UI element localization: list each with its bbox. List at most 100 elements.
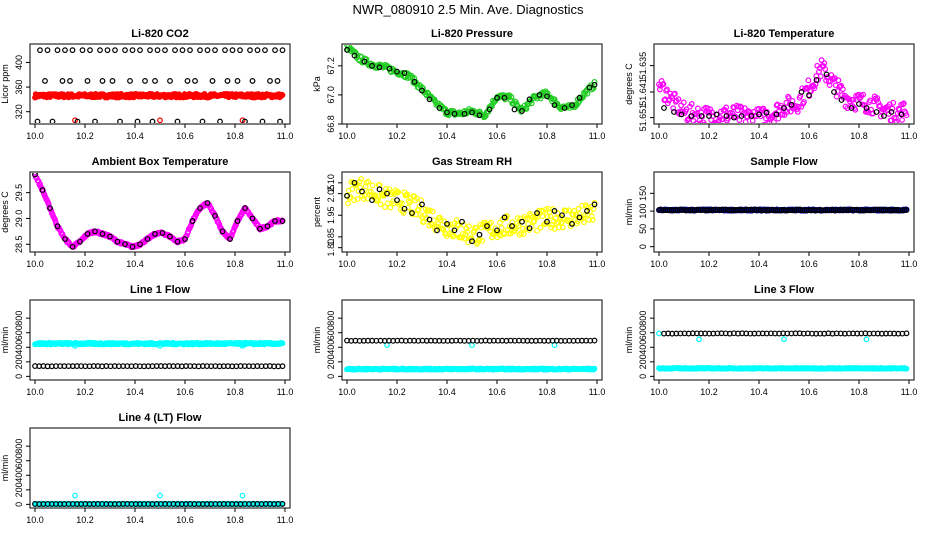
avg-point <box>888 109 895 115</box>
raw-point <box>816 68 822 75</box>
y-axis-label: ml/min <box>0 327 10 354</box>
avg-point <box>426 96 433 103</box>
avg-point <box>706 113 712 119</box>
avg-point <box>544 218 550 225</box>
avg-point <box>436 105 443 111</box>
x-tick-label: 10.4 <box>750 131 768 141</box>
x-tick-label: 10.8 <box>226 515 244 525</box>
y-tick-label: 0 <box>326 374 336 379</box>
avg-point <box>476 112 483 119</box>
avg-point <box>526 225 533 232</box>
x-tick-label: 10.4 <box>438 131 456 141</box>
raw-point <box>413 195 420 202</box>
raw-point <box>575 205 582 212</box>
avg-point <box>122 47 128 54</box>
raw-point <box>344 200 351 207</box>
y-tick-label: 600 <box>326 325 336 340</box>
raw-point <box>784 108 791 115</box>
avg-point <box>212 47 218 54</box>
raw-point <box>712 120 719 123</box>
x-tick-label: 10.8 <box>850 387 868 397</box>
raw-point <box>455 222 462 229</box>
avg-point <box>419 201 425 208</box>
raw-point <box>581 212 588 219</box>
x-tick-label: 11.0 <box>277 515 294 525</box>
raw-point <box>459 230 466 237</box>
raw-point <box>781 336 787 343</box>
x-tick-label: 10.6 <box>488 387 506 397</box>
raw-point <box>903 365 910 372</box>
y-tick-label: 150 <box>638 186 648 201</box>
avg-point <box>62 236 68 242</box>
raw-point <box>230 227 237 233</box>
raw-point <box>580 219 587 226</box>
plot-points <box>32 47 286 123</box>
raw-point <box>835 77 842 84</box>
plot-points <box>32 173 286 251</box>
raw-point <box>801 99 807 105</box>
avg-point <box>344 46 350 53</box>
x-tick-label: 10.2 <box>700 387 718 397</box>
avg-point <box>369 197 375 204</box>
avg-point <box>469 109 475 116</box>
avg-point <box>376 64 383 71</box>
avg-point <box>209 78 216 84</box>
avg-point <box>122 241 128 248</box>
raw-point <box>405 204 411 211</box>
x-tick-label: 10.0 <box>26 131 44 141</box>
avg-point <box>257 225 263 232</box>
raw-point <box>72 342 78 349</box>
raw-point <box>749 117 756 123</box>
avg-point <box>359 188 365 195</box>
y-tick-label: 29.0 <box>14 210 24 228</box>
avg-point <box>661 105 667 111</box>
raw-point <box>563 207 570 214</box>
avg-point <box>671 109 677 115</box>
avg-point <box>272 47 278 54</box>
y-tick-label: 200 <box>326 354 336 369</box>
raw-point <box>395 189 402 196</box>
avg-point <box>361 58 368 65</box>
avg-point <box>134 118 141 123</box>
avg-point <box>34 118 41 123</box>
raw-point <box>423 215 430 221</box>
avg-point <box>159 230 166 236</box>
avg-point <box>272 218 278 224</box>
x-tick-label: 10.2 <box>700 131 718 141</box>
raw-point <box>693 120 699 123</box>
y-tick-label: 51.641 <box>638 78 648 106</box>
avg-point <box>162 47 168 54</box>
raw-point <box>761 121 767 123</box>
raw-point <box>515 222 522 229</box>
x-tick-label: 10.6 <box>176 259 194 269</box>
avg-point <box>254 47 261 54</box>
avg-point <box>54 223 61 230</box>
plot-points <box>344 175 598 247</box>
chart-title: Line 2 Flow <box>442 284 502 296</box>
avg-point <box>87 47 93 54</box>
raw-point <box>238 211 245 218</box>
avg-point <box>494 94 500 101</box>
x-tick-label: 10.4 <box>126 387 144 397</box>
raw-point <box>500 230 507 237</box>
raw-point <box>354 195 361 202</box>
y-axis-label: ml/min <box>0 455 10 482</box>
avg-point <box>197 205 203 212</box>
raw-point <box>382 204 388 210</box>
raw-point <box>469 342 475 348</box>
avg-point <box>591 337 598 344</box>
raw-point <box>520 231 527 238</box>
avg-point <box>144 236 151 242</box>
avg-point <box>863 105 870 111</box>
plot-points <box>344 337 598 373</box>
avg-point <box>773 111 780 118</box>
x-tick-label: 10.8 <box>226 131 244 141</box>
raw-point <box>514 215 521 221</box>
raw-point <box>351 197 357 204</box>
raw-point <box>372 192 379 199</box>
raw-point <box>498 224 505 231</box>
x-tick-label: 10.8 <box>850 259 868 269</box>
avg-point <box>376 186 383 193</box>
avg-point <box>154 47 161 54</box>
